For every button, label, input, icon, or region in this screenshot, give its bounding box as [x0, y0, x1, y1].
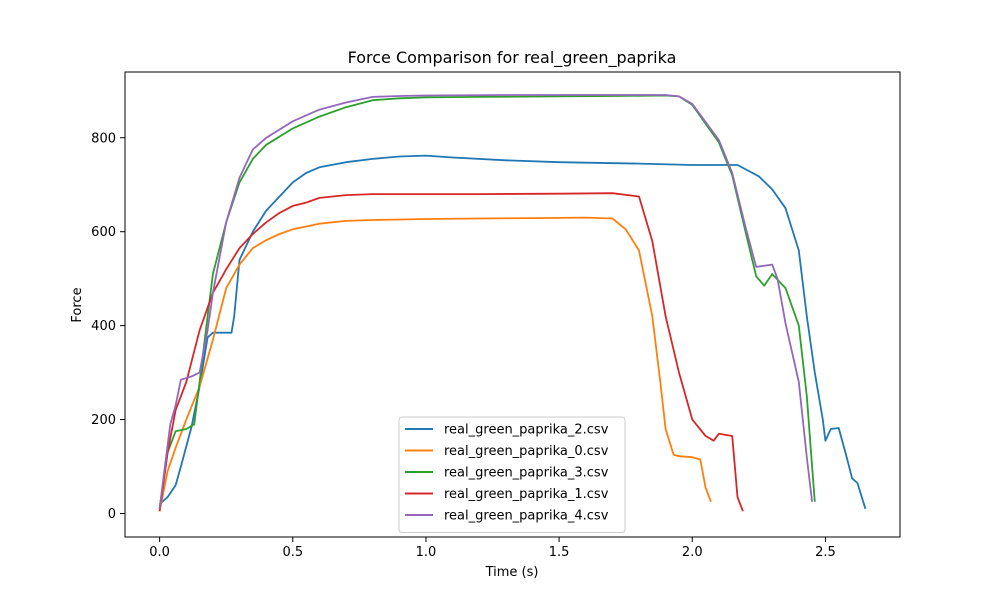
legend-box — [398, 416, 626, 533]
x-tick-label: 0.5 — [282, 545, 303, 560]
x-tick-label: 1.0 — [416, 545, 437, 560]
y-tick-label: 400 — [91, 319, 116, 334]
x-tick-label: 1.5 — [549, 545, 570, 560]
axes-frame — [124, 71, 901, 538]
x-tick-label: 2.0 — [682, 545, 703, 560]
series-line-1 — [158, 216, 712, 512]
y-tick-label: 600 — [91, 225, 116, 240]
y-tick-label: 0 — [108, 507, 116, 522]
legend-label-2: real_green_paprika_3.csv — [444, 466, 609, 481]
legend-label-4: real_green_paprika_4.csv — [444, 509, 609, 524]
series-line-4 — [158, 94, 813, 509]
x-tick-label: 0.0 — [149, 545, 170, 560]
y-tick-label: 800 — [91, 131, 116, 146]
y-tick-label: 200 — [91, 413, 116, 428]
x-axis-label: Time (s) — [485, 565, 539, 580]
y-axis-label: Force — [70, 287, 85, 322]
legend-label-1: real_green_paprika_0.csv — [444, 444, 609, 459]
legend-label-0: real_green_paprika_2.csv — [444, 423, 609, 438]
legend-label-3: real_green_paprika_1.csv — [444, 487, 609, 502]
series-line-2 — [158, 94, 816, 509]
series-line-0 — [159, 154, 867, 510]
chart-title: Force Comparison for real_green_paprika — [348, 48, 677, 68]
x-tick-label: 2.5 — [815, 545, 836, 560]
plot-area: 0.0 0.5 1.0 1.5 2.0 2.5 0 200 400 600 800 real_gree… — [91, 71, 901, 560]
